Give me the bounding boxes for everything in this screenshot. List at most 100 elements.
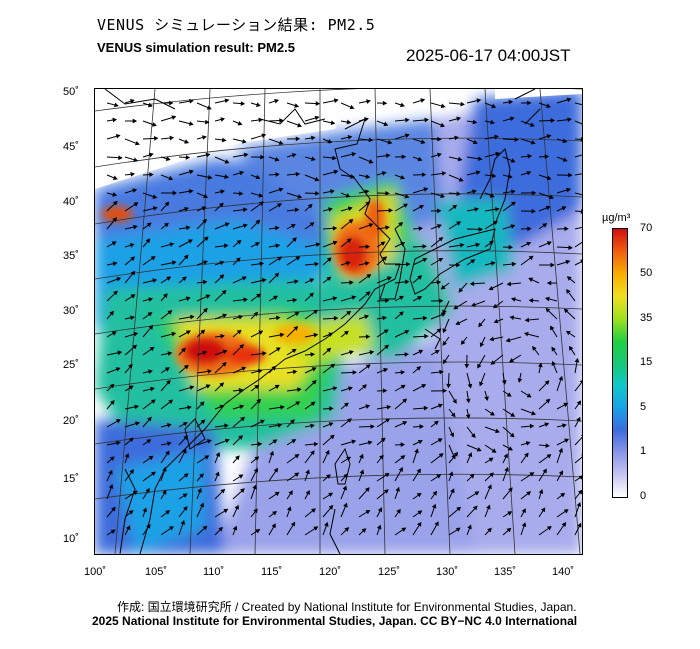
wind-arrow-head <box>202 350 208 356</box>
wind-arrow-head <box>458 177 464 182</box>
wind-arrow-head <box>450 488 455 494</box>
wind-arrow-head <box>108 469 113 475</box>
wind-arrow-head <box>398 466 403 472</box>
wind-arrow-head <box>450 412 456 418</box>
wind-arrow-head <box>368 137 374 143</box>
wind-arrow-head <box>422 315 428 321</box>
wind-arrow-head <box>416 492 422 498</box>
wind-arrow-head <box>256 293 262 299</box>
wind-arrow-head <box>490 261 496 266</box>
wind-arrow-head <box>422 257 428 263</box>
wind-arrow-head <box>305 469 310 475</box>
wind-arrow-head <box>215 471 220 477</box>
wind-arrow-head <box>388 208 394 213</box>
colorbar <box>612 228 628 498</box>
wind-arrow-head <box>184 206 189 212</box>
wind-arrow-head <box>449 432 455 438</box>
wind-arrow-head <box>347 206 353 212</box>
wind-arrow-head <box>440 312 446 317</box>
wind-arrow-head <box>509 116 515 122</box>
wind-arrow-head <box>406 262 411 267</box>
wind-arrow-head <box>542 468 547 474</box>
wind-arrow-head <box>297 194 303 199</box>
wind-arrow-head <box>346 238 352 244</box>
wind-arrow-head <box>243 297 248 303</box>
wind-arrow-head <box>438 453 444 458</box>
wind-arrow-head <box>524 452 529 458</box>
wind-arrow-head <box>236 329 242 335</box>
wind-arrow-head <box>569 345 574 351</box>
wind-arrow-head <box>219 382 225 388</box>
wind-arrow-head <box>467 383 473 389</box>
wind-arrow-head <box>130 270 136 276</box>
wind-arrow-head <box>460 101 465 107</box>
wind-arrow-head <box>528 255 534 261</box>
wind-arrow-head <box>259 261 265 267</box>
wind-arrow-head <box>277 423 283 428</box>
wind-arrow-head <box>537 362 543 368</box>
wind-arrow-head <box>241 276 247 281</box>
wind-arrow-head <box>544 422 550 427</box>
wind-arrow-head <box>199 401 205 407</box>
wind-arrow-head <box>242 138 247 144</box>
wind-arrow-head <box>348 350 354 355</box>
wind-arrow-head <box>118 155 123 161</box>
wind-arrow-head <box>438 258 444 263</box>
pm25-map <box>94 88 583 555</box>
wind-arrow-head <box>111 241 117 246</box>
lon-tick: 120˚ <box>319 566 342 578</box>
wind-arrow-head <box>220 488 226 494</box>
wind-arrow-head <box>153 135 159 141</box>
wind-arrow-head <box>171 260 177 266</box>
pm25-map-canvas <box>95 89 582 554</box>
wind-arrow-head <box>288 490 293 496</box>
wind-arrow-head <box>487 484 492 490</box>
wind-arrow-head <box>452 204 458 210</box>
wind-arrow-head <box>183 364 189 370</box>
wind-arrow-head <box>332 386 338 391</box>
wind-arrow-head <box>386 276 392 281</box>
wind-arrow-head <box>359 469 365 475</box>
wind-arrow-head <box>255 102 261 107</box>
wind-arrow-head <box>332 155 337 161</box>
wind-arrow-head <box>278 140 284 145</box>
wind-arrow-head <box>478 226 483 232</box>
wind-arrow-head <box>128 510 134 515</box>
lat-tick: 25˚ <box>63 359 79 371</box>
wind-arrow-head <box>565 259 571 265</box>
wind-arrow-head <box>224 222 230 227</box>
wind-arrow-shaft <box>574 226 582 230</box>
wind-arrow-head <box>116 440 121 446</box>
wind-arrow-head <box>110 399 115 405</box>
wind-arrow-head <box>527 100 532 106</box>
wind-arrow-head <box>295 136 301 142</box>
wind-arrow-head <box>349 104 355 110</box>
wind-arrow-head <box>133 202 139 207</box>
wind-arrow-head <box>551 360 557 366</box>
wind-arrow-head <box>183 473 189 478</box>
wind-arrow-head <box>542 223 548 228</box>
wind-arrow-head <box>351 439 357 445</box>
wind-arrow-head <box>442 388 448 394</box>
wind-arrow-head <box>529 472 535 477</box>
wind-arrow-head <box>326 347 332 353</box>
wind-arrow-head <box>185 296 191 302</box>
wind-arrow-head <box>421 384 427 389</box>
wind-arrow-head <box>258 193 264 198</box>
wind-arrow-head <box>550 325 555 331</box>
wind-arrow-head <box>224 423 229 429</box>
wind-arrow-head <box>442 340 447 346</box>
title-japanese: VENUS シミュレーション結果: PM2.5 <box>97 16 376 34</box>
wind-arrow-head <box>532 345 537 351</box>
wind-arrow-head <box>112 217 117 223</box>
wind-arrow-head <box>399 311 404 316</box>
wind-arrow-shaft <box>574 210 582 213</box>
wind-arrow-head <box>456 221 462 226</box>
wind-arrow-head <box>566 97 572 103</box>
wind-arrow-head <box>471 433 476 439</box>
lat-tick: 10˚ <box>63 533 79 545</box>
wind-arrow-head <box>275 172 280 177</box>
wind-arrow-head <box>238 435 243 440</box>
wind-arrow-head <box>203 260 208 265</box>
wind-arrow-head <box>328 422 334 427</box>
